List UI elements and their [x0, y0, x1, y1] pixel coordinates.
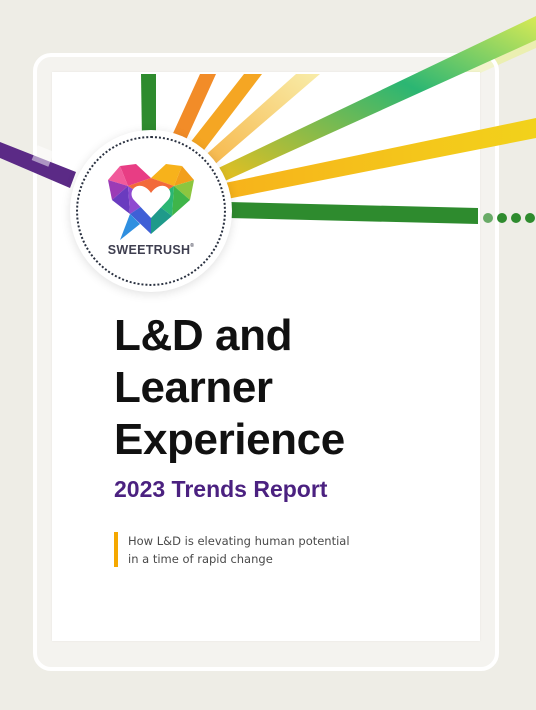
title-line-1: L&D and: [114, 311, 293, 360]
title-line-3: Experience: [114, 415, 345, 464]
trademark-symbol: ®: [190, 243, 195, 249]
report-title: L&D and Learner Experience: [114, 310, 345, 466]
report-subtitle: 2023 Trends Report: [114, 476, 328, 502]
brand-name: SWEETRUSH: [107, 243, 191, 257]
tagline-line-1: How L&D is elevating human potential: [128, 534, 350, 548]
brand-wordmark: SWEETRUSH®: [70, 243, 232, 257]
heart-logo-icon: [108, 164, 194, 240]
report-tagline: How L&D is elevating human potential in …: [128, 532, 350, 568]
tagline-line-2: in a time of rapid change: [128, 552, 273, 566]
badge-dotted-ring: [76, 136, 226, 286]
brand-badge: SWEETRUSH®: [70, 130, 232, 292]
tagline-accent-bar: [114, 532, 118, 567]
title-line-2: Learner: [114, 363, 273, 412]
